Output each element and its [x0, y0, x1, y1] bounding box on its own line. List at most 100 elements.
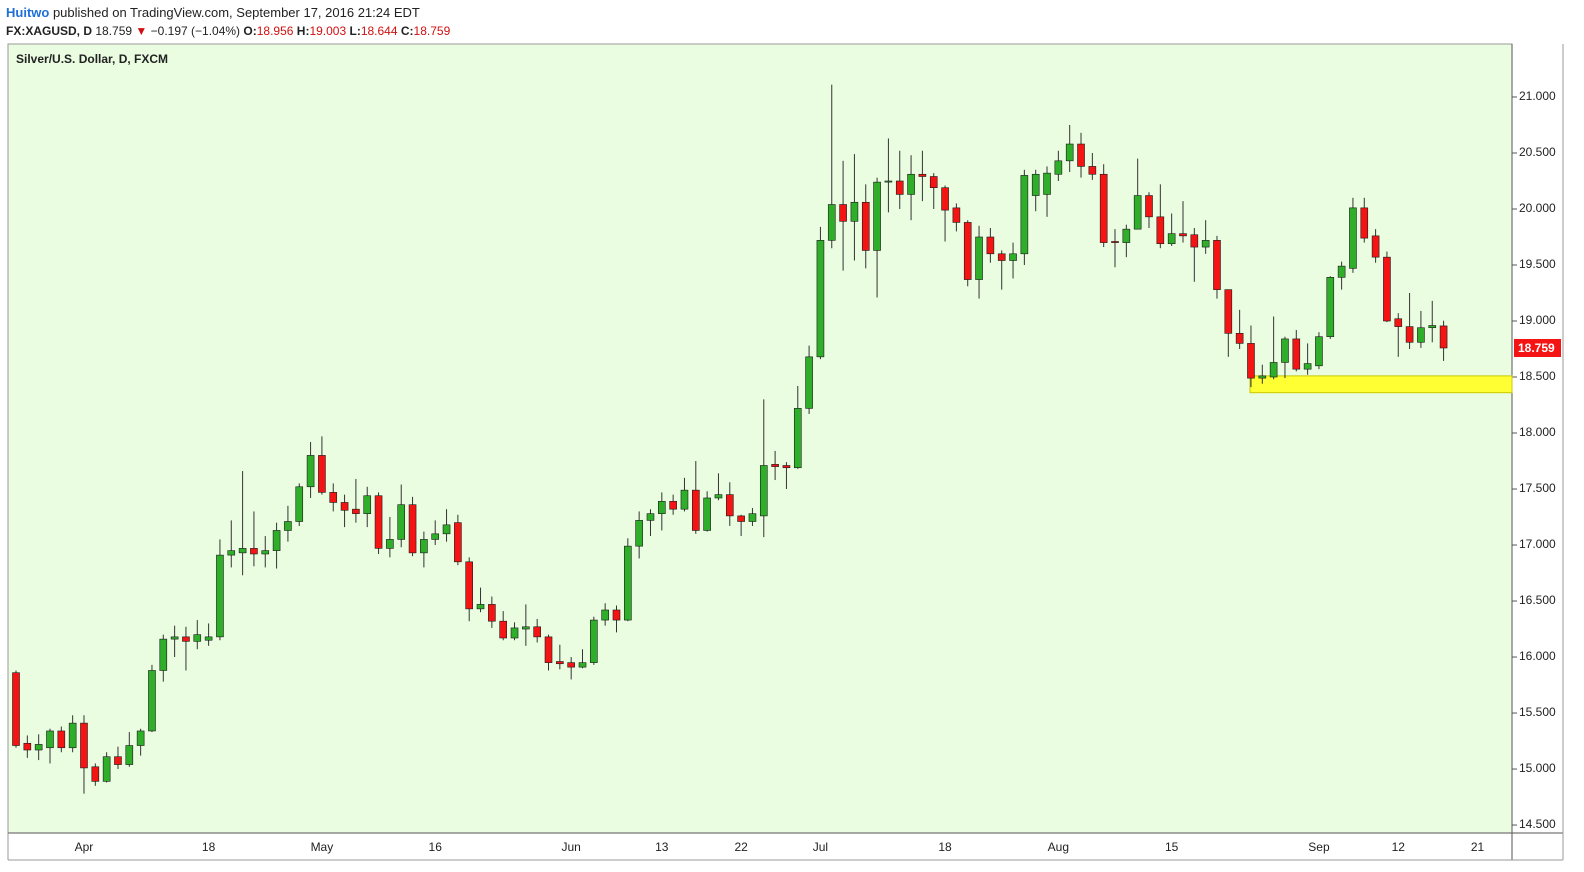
candle-body [1043, 172, 1051, 195]
candle-body [136, 730, 145, 746]
candle-body [918, 173, 927, 177]
author[interactable]: Huitwo [6, 5, 50, 20]
open-label: O: [243, 24, 257, 38]
x-tick-label: Jul [813, 840, 828, 854]
x-tick-label: Aug [1048, 840, 1069, 854]
candle-body [57, 730, 66, 749]
candle-body [352, 508, 360, 514]
candle-body [703, 497, 711, 531]
low-label: L: [349, 24, 361, 38]
symbol: FX:XAGUSD, D [6, 24, 93, 38]
candle-body [34, 744, 43, 751]
candle-body [363, 495, 372, 514]
x-tick-label: 12 [1392, 840, 1406, 854]
candle-body [929, 176, 938, 189]
x-tick-label: 21 [1471, 840, 1485, 854]
candle-body [182, 636, 190, 642]
candle-body [1405, 326, 1414, 343]
chart-title: Silver/U.S. Dollar, D, FXCM [16, 52, 168, 66]
candle-body [1371, 235, 1380, 258]
candle-body [1156, 216, 1165, 245]
candle-body [23, 742, 32, 751]
candle-body [1235, 333, 1244, 344]
candle-body [669, 501, 677, 510]
candle-body [1383, 256, 1391, 322]
x-tick-label: 18 [202, 840, 216, 854]
candle-body [975, 236, 983, 280]
candle-body [1077, 143, 1085, 167]
candle-body [80, 722, 88, 769]
candle-body [952, 207, 961, 223]
close: 18.759 [413, 24, 451, 38]
candle-body [250, 548, 258, 555]
y-tick-label: 18.000 [1519, 425, 1556, 439]
x-tick-label: 18 [938, 840, 952, 854]
candle-body [635, 520, 643, 547]
candle-body [963, 222, 972, 280]
candle-body [907, 173, 915, 195]
candle-body [510, 627, 519, 639]
candle-body [408, 504, 417, 554]
candle-body [1190, 234, 1199, 248]
candle-body [68, 722, 77, 749]
x-tick-label: Sep [1308, 840, 1330, 854]
candle-body [454, 522, 462, 563]
x-tick-label: 22 [734, 840, 748, 854]
x-tick-label: 16 [429, 840, 443, 854]
candle-body [420, 539, 428, 554]
candle-body [386, 539, 394, 549]
y-tick-label: 19.500 [1519, 257, 1556, 271]
candle-body [102, 756, 111, 782]
open: 18.956 [256, 24, 294, 38]
candle-body [125, 745, 134, 765]
x-tick-label: 15 [1165, 840, 1179, 854]
candle-body [1258, 375, 1267, 379]
x-tick-label: Apr [75, 840, 94, 854]
down-arrow: ▼ [135, 24, 148, 38]
candle-body [1326, 277, 1335, 337]
candle-body [1417, 327, 1425, 343]
candle-body [612, 609, 621, 621]
candle-body [861, 201, 870, 251]
price: 18.759 [95, 24, 133, 38]
candle-body [1054, 160, 1063, 175]
candle-body [827, 204, 836, 241]
y-tick-label: 21.000 [1519, 89, 1556, 103]
candle-body [873, 181, 881, 251]
candle-body [556, 661, 564, 665]
candle-body [1122, 228, 1131, 243]
close-label: C: [400, 24, 414, 38]
support-zone [1249, 375, 1513, 394]
high: 19.003 [309, 24, 347, 38]
y-tick-label: 17.500 [1519, 481, 1556, 495]
candle-body [1315, 336, 1323, 367]
candle-body [1224, 289, 1233, 334]
candle-body [850, 201, 859, 222]
header: Huitwo published on TradingView.com, Sep… [6, 3, 450, 41]
candle-body [658, 501, 666, 514]
candle-body [646, 513, 655, 521]
y-tick-label: 18.500 [1519, 369, 1556, 383]
y-tick-label: 15.000 [1519, 761, 1556, 775]
candle-body [1099, 173, 1108, 243]
candle-body [272, 530, 281, 551]
candle-body [997, 253, 1006, 261]
candle-body [193, 634, 202, 642]
candle-body [1201, 240, 1210, 248]
plot-area [7, 43, 1513, 834]
candle-body [1360, 207, 1369, 239]
x-tick-label: May [311, 840, 334, 854]
low: 18.644 [360, 24, 398, 38]
candle-body [1167, 233, 1176, 245]
candle-body [839, 204, 847, 222]
y-tick-label: 17.000 [1519, 537, 1556, 551]
candle-body [442, 524, 451, 535]
candle-body [691, 489, 700, 531]
candle-body [533, 626, 541, 638]
high-label: H: [296, 24, 310, 38]
candle-body [578, 662, 587, 668]
candle-body [522, 626, 530, 630]
candle-body [759, 465, 768, 517]
y-tick-label: 14.500 [1519, 817, 1556, 831]
